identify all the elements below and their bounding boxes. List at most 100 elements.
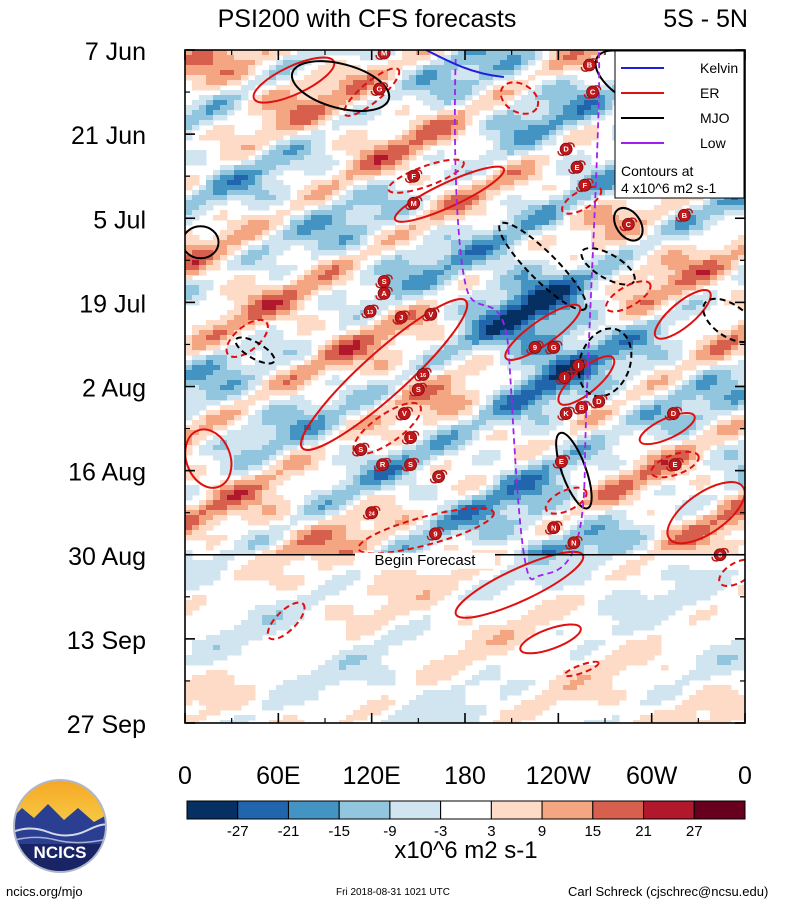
field-cell bbox=[549, 265, 557, 271]
field-cell bbox=[416, 135, 424, 141]
field-cell bbox=[374, 455, 382, 461]
field-cell bbox=[486, 435, 494, 441]
field-cell bbox=[437, 425, 445, 431]
field-cell bbox=[311, 455, 319, 461]
field-cell bbox=[346, 225, 354, 231]
field-cell bbox=[724, 385, 732, 391]
field-cell bbox=[640, 285, 648, 291]
field-cell bbox=[556, 115, 564, 121]
field-cell bbox=[563, 65, 571, 71]
field-cell bbox=[444, 170, 452, 176]
field-cell bbox=[584, 435, 592, 441]
field-cell bbox=[437, 270, 445, 276]
field-cell bbox=[493, 235, 501, 241]
field-cell bbox=[640, 280, 648, 286]
field-cell bbox=[493, 50, 501, 56]
field-cell bbox=[619, 310, 627, 316]
field-cell bbox=[325, 345, 333, 351]
field-cell bbox=[563, 455, 571, 461]
field-cell bbox=[703, 205, 711, 211]
field-cell bbox=[542, 135, 550, 141]
field-cell bbox=[241, 175, 249, 181]
field-cell bbox=[507, 170, 515, 176]
field-cell bbox=[535, 440, 543, 446]
field-cell bbox=[381, 220, 389, 226]
field-cell bbox=[437, 355, 445, 361]
field-cell bbox=[528, 140, 536, 146]
field-cell bbox=[738, 205, 745, 211]
field-cell bbox=[192, 115, 200, 121]
field-cell bbox=[192, 100, 200, 106]
field-cell bbox=[367, 180, 375, 186]
field-cell bbox=[710, 390, 718, 396]
field-cell bbox=[472, 110, 480, 116]
field-cell bbox=[703, 370, 711, 376]
field-cell bbox=[696, 285, 704, 291]
field-cell bbox=[192, 155, 200, 161]
field-cell bbox=[458, 315, 466, 321]
field-cell bbox=[640, 400, 648, 406]
field-cell bbox=[416, 440, 424, 446]
field-cell bbox=[206, 195, 214, 201]
field-cell bbox=[311, 290, 319, 296]
field-cell bbox=[430, 320, 438, 326]
field-cell bbox=[654, 345, 662, 351]
field-cell bbox=[220, 55, 228, 61]
field-cell bbox=[304, 320, 312, 326]
field-cell bbox=[605, 445, 613, 451]
field-cell bbox=[521, 400, 529, 406]
field-cell bbox=[269, 245, 277, 251]
field-cell bbox=[388, 220, 396, 226]
field-cell bbox=[521, 370, 529, 376]
field-cell bbox=[241, 405, 249, 411]
field-cell bbox=[465, 315, 473, 321]
field-cell bbox=[332, 145, 340, 151]
field-cell bbox=[514, 340, 522, 346]
field-cell bbox=[353, 245, 361, 251]
field-cell bbox=[227, 355, 235, 361]
field-cell bbox=[283, 375, 291, 381]
field-cell bbox=[493, 430, 501, 436]
field-cell bbox=[696, 205, 704, 211]
field-cell bbox=[185, 65, 193, 71]
field-cell bbox=[647, 330, 655, 336]
field-cell bbox=[234, 145, 242, 151]
field-cell bbox=[689, 445, 697, 451]
field-cell bbox=[451, 250, 459, 256]
field-cell bbox=[472, 230, 480, 236]
field-cell bbox=[423, 355, 431, 361]
field-cell bbox=[682, 360, 690, 366]
field-cell bbox=[304, 165, 312, 171]
field-cell bbox=[332, 405, 340, 411]
field-cell bbox=[577, 450, 585, 456]
field-cell bbox=[493, 285, 501, 291]
field-cell bbox=[521, 310, 529, 316]
field-cell bbox=[318, 300, 326, 306]
field-cell bbox=[290, 200, 298, 206]
field-cell bbox=[535, 215, 543, 221]
field-cell bbox=[213, 330, 221, 336]
field-cell bbox=[640, 240, 648, 246]
field-cell bbox=[353, 140, 361, 146]
field-cell bbox=[234, 175, 242, 181]
field-cell bbox=[738, 370, 745, 376]
field-cell bbox=[360, 250, 368, 256]
field-cell bbox=[290, 400, 298, 406]
field-cell bbox=[486, 190, 494, 196]
field-cell bbox=[234, 375, 242, 381]
field-cell bbox=[563, 135, 571, 141]
field-cell bbox=[507, 210, 515, 216]
field-cell bbox=[248, 395, 256, 401]
field-cell bbox=[486, 185, 494, 191]
field-cell bbox=[458, 110, 466, 116]
field-cell bbox=[521, 320, 529, 326]
field-cell bbox=[395, 280, 403, 286]
field-cell bbox=[584, 115, 592, 121]
field-cell bbox=[318, 320, 326, 326]
field-cell bbox=[528, 55, 536, 61]
field-cell bbox=[668, 345, 676, 351]
field-cell bbox=[318, 215, 326, 221]
field-cell bbox=[689, 215, 697, 221]
field-cell bbox=[353, 395, 361, 401]
field-cell bbox=[591, 275, 599, 281]
